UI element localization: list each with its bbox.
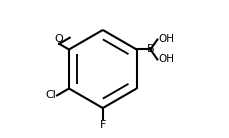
Text: OH: OH: [158, 34, 174, 44]
Text: OH: OH: [158, 55, 174, 64]
Text: F: F: [99, 120, 106, 130]
Text: Cl: Cl: [45, 90, 56, 100]
Text: B: B: [146, 44, 154, 55]
Text: O: O: [55, 34, 63, 44]
